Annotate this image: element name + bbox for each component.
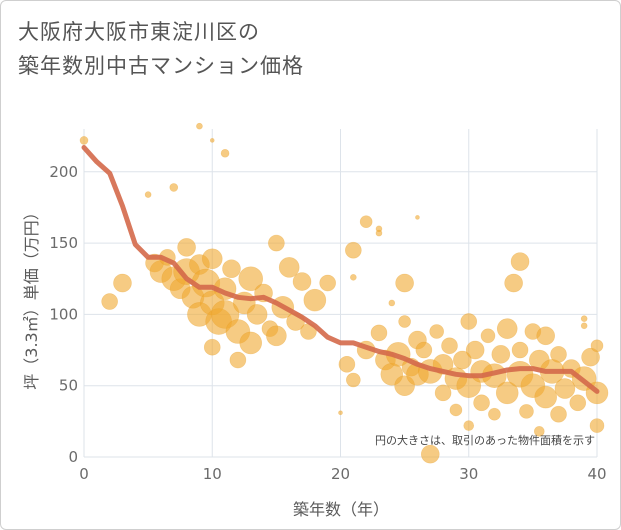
y-tick-label: 50	[59, 377, 78, 395]
data-bubble	[504, 273, 523, 293]
data-bubble	[496, 318, 518, 339]
data-bubble	[239, 331, 263, 355]
data-bubble	[473, 394, 490, 412]
data-bubble	[79, 136, 89, 145]
data-bubble	[415, 215, 420, 220]
data-bubble	[480, 328, 496, 344]
data-bubble	[536, 326, 556, 346]
data-bubble	[350, 274, 357, 281]
data-bubble	[495, 381, 519, 405]
data-bubble	[415, 341, 433, 359]
data-bubble	[209, 138, 215, 143]
title-line-2: 築年数別中古マンション価格	[18, 54, 304, 78]
data-bubble	[346, 372, 361, 388]
data-bubble	[395, 273, 414, 293]
x-tick-label: 0	[79, 465, 89, 483]
data-bubble	[460, 313, 478, 330]
data-bubble	[319, 274, 336, 292]
data-bubble	[519, 404, 534, 419]
data-bubble	[449, 403, 463, 417]
data-bubble	[222, 259, 241, 279]
x-tick-label: 20	[331, 465, 350, 483]
x-axis-title: 築年数（年）	[293, 500, 389, 519]
data-bubble	[434, 384, 452, 402]
data-bubble	[220, 148, 230, 158]
data-bubble	[580, 315, 588, 322]
data-bubble	[375, 229, 383, 237]
data-bubble	[534, 385, 558, 409]
trend-line	[81, 145, 600, 394]
data-bubble	[268, 234, 285, 252]
data-bubble	[429, 324, 444, 339]
data-bubble	[581, 347, 600, 367]
size-annotation: 円の大きさは、取引のあった物件面積を示す	[375, 433, 595, 447]
data-bubble	[533, 426, 545, 437]
data-bubble	[550, 346, 567, 363]
data-bubble	[550, 405, 567, 423]
bubble-layer	[79, 122, 609, 464]
x-tick-label: 40	[587, 465, 606, 483]
data-bubble	[113, 273, 132, 293]
data-bubble	[370, 324, 388, 342]
x-tick-label: 30	[459, 465, 478, 483]
data-bubble	[338, 356, 356, 373]
data-bubble	[589, 418, 605, 433]
y-axis-title: 坪（3.3㎡）単価（万円）	[22, 204, 41, 389]
data-bubble	[292, 272, 312, 291]
data-bubble	[338, 410, 343, 416]
data-bubble	[278, 257, 300, 278]
title-line-1: 大阪府大阪市東淀川区の	[18, 20, 260, 44]
data-bubble	[246, 304, 268, 325]
y-tick-label: 150	[49, 234, 78, 252]
data-bubble	[169, 183, 179, 192]
data-bubble	[453, 350, 472, 370]
data-bubble	[491, 345, 511, 364]
data-bubble	[229, 351, 247, 369]
data-bubble	[569, 394, 587, 412]
data-bubble	[144, 191, 152, 198]
data-bubble	[196, 122, 203, 130]
data-bubble	[345, 241, 362, 259]
data-bubble	[238, 266, 264, 292]
x-tick-label: 10	[203, 465, 222, 483]
data-bubble	[303, 288, 327, 312]
data-bubble	[590, 339, 604, 353]
data-bubble	[580, 322, 588, 330]
y-tick-label: 200	[49, 163, 78, 181]
data-bubble	[441, 337, 458, 355]
data-bubble	[266, 325, 287, 347]
data-bubble	[388, 299, 396, 307]
data-bubble	[510, 252, 530, 271]
data-bubble	[177, 238, 196, 257]
y-tick-label: 0	[68, 448, 78, 466]
data-bubble	[398, 315, 411, 328]
chart-title: 大阪府大阪市東淀川区の 築年数別中古マンション価格	[18, 15, 304, 83]
data-bubble	[463, 420, 475, 431]
tick-labels: 0 10 20 30 40 0 50 100 150 200	[49, 163, 606, 483]
data-bubble	[101, 293, 118, 310]
y-tick-label: 100	[49, 305, 78, 323]
data-bubble	[488, 407, 501, 421]
data-bubble	[465, 340, 485, 360]
data-bubble	[359, 215, 373, 228]
trend-line-layer	[81, 145, 600, 394]
data-bubble	[554, 378, 576, 399]
grid-lines	[83, 129, 598, 458]
data-bubble	[420, 444, 440, 464]
data-bubble	[511, 341, 529, 359]
data-bubble	[201, 248, 223, 270]
data-bubble	[203, 338, 221, 356]
